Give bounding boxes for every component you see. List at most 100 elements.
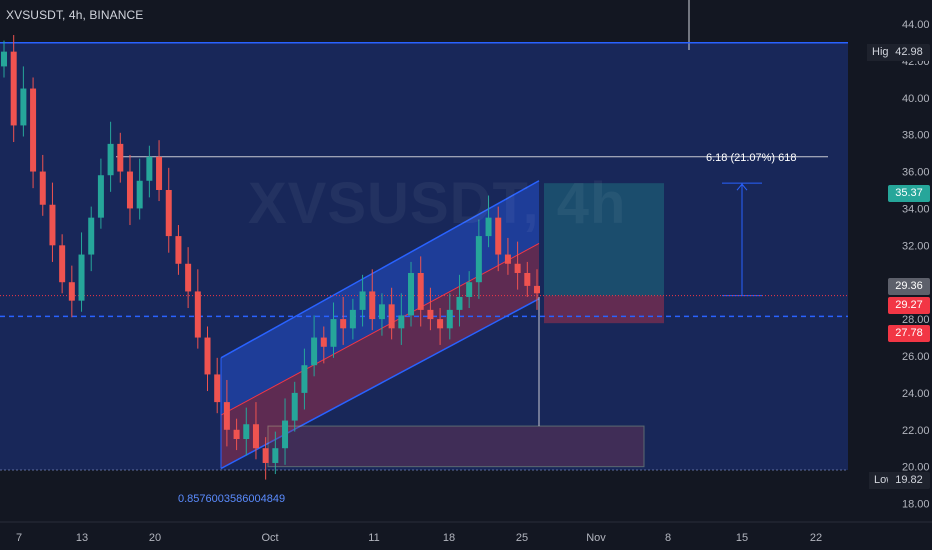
candle-body [39,171,46,205]
candle-body [223,402,230,430]
time-axis-tick: 22 [810,532,822,544]
stop-price-tag: 27.78 [888,325,930,342]
price-axis-tick: 40.00 [902,93,930,105]
candle-body [485,217,492,237]
price-axis-tick: 18.00 [902,499,930,511]
candle-body [233,429,240,439]
candle-body [340,319,347,329]
price-axis-tick: 38.00 [902,130,930,142]
candle-body [59,245,66,283]
time-axis-tick: 20 [149,532,161,544]
candle-body [456,296,463,310]
price-axis-tick: 20.00 [902,462,930,474]
price-axis-tick: 24.00 [902,388,930,400]
candle-body [504,254,511,264]
channel-bottom-line[interactable] [220,298,540,470]
candle-body [20,88,27,126]
price-axis-tick: 44.00 [902,19,930,31]
candle-body [243,424,250,439]
candle-body [117,143,124,172]
candle-body [185,263,192,292]
low-price-tag: 19.82 [888,472,930,489]
price-axis-tick: 26.00 [902,351,930,363]
target-price-tag: 35.37 [888,185,930,202]
candle-body [1,51,7,67]
candle-body [388,304,395,329]
candle-body [466,282,473,297]
candle-body [97,175,104,218]
candle-body [107,143,114,176]
candle-body [495,217,502,255]
candle-body [524,272,531,286]
candle-body [475,236,482,283]
candle-body [330,319,337,347]
candle-body [156,156,163,190]
measure-label: 6.18 (21.07%) 618 [706,152,797,164]
candle-body [272,448,279,463]
candle-body [30,88,37,172]
high-price-tag: 42.98 [888,44,930,61]
candle-body [301,365,308,393]
candle-body [49,204,56,246]
candle-body [175,236,182,264]
candle-body [369,291,376,320]
candle-body [534,285,540,294]
symbol-title[interactable]: XVSUSDT, 4h, BINANCE [6,8,144,22]
candle-body [78,254,85,301]
candle-body [126,171,133,209]
candle-body [10,51,17,126]
channel-upper-fill [221,180,539,416]
price-axis-bg [848,0,932,550]
price-axis-tick: 34.00 [902,203,930,215]
symbol-watermark: XVSUSDT, 4h [248,171,627,236]
last-price-tag: 29.36 [888,278,930,295]
candle-body [311,337,318,366]
candle-body [320,337,327,347]
candle-body [427,309,434,320]
time-axis-tick: 8 [665,532,671,544]
candle-body [417,272,424,310]
channel-mid-line[interactable] [220,243,540,416]
candle-body [359,291,366,310]
candle-body [514,263,521,273]
candle-body [446,309,453,329]
candle-body [437,319,444,329]
time-axis-tick: 25 [516,532,528,544]
price-axis-tick: 22.00 [902,425,930,437]
projection-box[interactable] [267,425,645,468]
time-axis-tick: 18 [443,532,455,544]
measure-arrowhead [736,183,748,191]
time-axis-tick: 7 [16,532,22,544]
entry-price-tag: 29.27 [888,297,930,314]
price-axis-tick: 36.00 [902,167,930,179]
time-axis-tick: 13 [76,532,88,544]
candle-body [398,315,405,329]
candle-body [136,180,143,209]
candle-body [165,189,172,237]
channel-top-line[interactable] [220,180,540,359]
candle-body [349,309,356,329]
fib-label: 0.8576003586004849 [178,493,285,505]
candle-body [378,304,385,320]
price-axis-tick: 28.00 [902,314,930,326]
candle-body [408,272,415,316]
time-axis-tick: 11 [368,532,379,544]
stop-zone [544,295,664,324]
candle-body [194,291,201,338]
candle-body [252,424,259,449]
candle-body [204,337,211,375]
candle-body [68,282,75,301]
range-highlight [0,42,848,470]
target-zone [544,183,664,296]
time-axis-tick: Nov [586,532,606,544]
time-axis-tick: Oct [261,532,278,544]
price-axis-tick: 32.00 [902,240,930,252]
candle-body [146,156,153,181]
candle-body [291,392,298,421]
time-axis-tick: 15 [736,532,748,544]
candle-body [88,217,95,255]
candle-body [214,374,221,403]
candle-body [282,420,289,449]
